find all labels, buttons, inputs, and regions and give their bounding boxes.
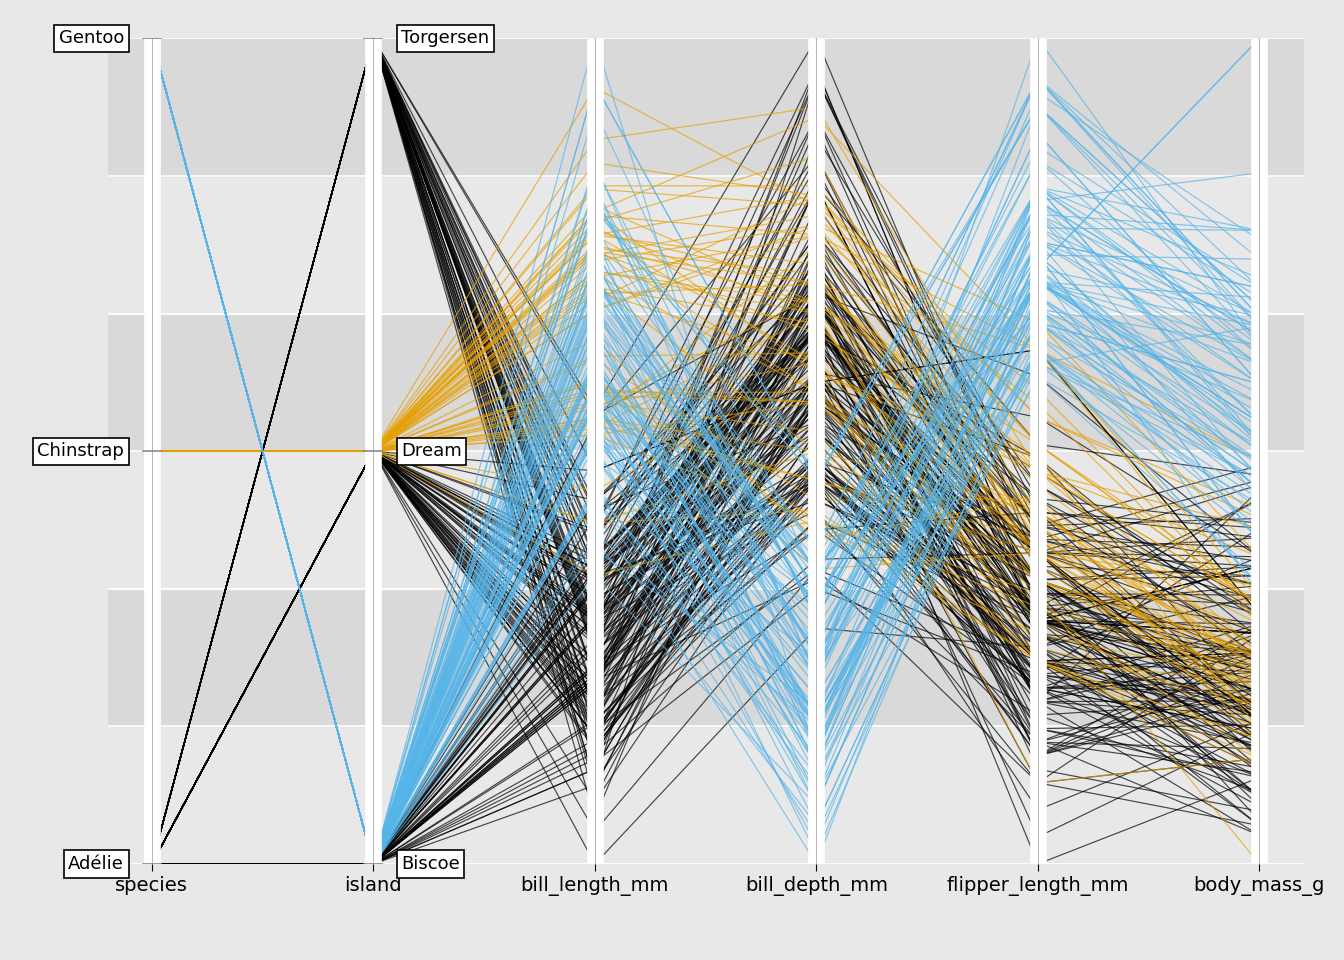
Text: Dream: Dream xyxy=(401,443,462,460)
Bar xyxy=(108,727,1304,864)
Text: Biscoe: Biscoe xyxy=(401,855,460,873)
Text: Gentoo: Gentoo xyxy=(59,30,124,47)
Bar xyxy=(108,451,1304,588)
Bar xyxy=(108,38,1304,176)
Bar xyxy=(108,176,1304,314)
Text: Torgersen: Torgersen xyxy=(401,30,489,47)
Text: Adélie: Adélie xyxy=(69,855,124,873)
Text: Chinstrap: Chinstrap xyxy=(38,443,124,460)
Bar xyxy=(108,588,1304,727)
Bar xyxy=(108,314,1304,451)
